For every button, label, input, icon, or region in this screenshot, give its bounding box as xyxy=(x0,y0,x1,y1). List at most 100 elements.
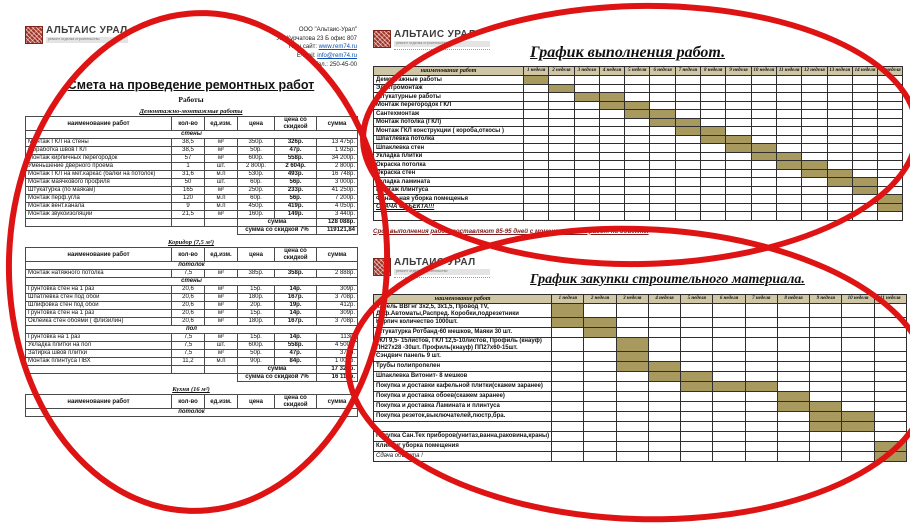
gantt-empty-cell xyxy=(801,194,828,204)
gantt-empty-cell xyxy=(522,109,550,119)
work-value-cell: 4 050р. xyxy=(316,202,358,212)
gantt-bar-cell xyxy=(877,194,904,204)
gantt-empty-cell xyxy=(873,303,908,318)
gantt-empty-cell xyxy=(598,126,626,136)
task-row: Покупка резеток,выключателей,люстр,бра. xyxy=(372,411,908,422)
gantt-empty-cell xyxy=(674,151,702,161)
week-header-cell: 3 неделя xyxy=(615,294,649,304)
gantt-empty-cell xyxy=(598,168,626,178)
gantt-empty-cell xyxy=(674,109,702,119)
gantt-empty-cell xyxy=(573,177,600,187)
gantt-empty-cell xyxy=(801,211,828,221)
task-row: Покупка и доставка Ламината и плинтуса xyxy=(372,401,908,412)
week-header-cell: 7 неделя xyxy=(744,294,778,304)
gantt-empty-cell xyxy=(700,177,727,187)
task-row: Шпатлёвка потолка xyxy=(373,134,904,144)
gantt-empty-cell xyxy=(551,391,585,402)
week-header-cell: 10 неделя xyxy=(841,294,875,304)
gantt-empty-cell xyxy=(615,381,649,392)
gantt-bar-cell xyxy=(680,381,714,392)
work-value-cell: м² xyxy=(204,349,238,359)
gantt-empty-cell xyxy=(776,361,811,372)
gantt-empty-cell xyxy=(725,151,752,161)
gantt-empty-cell xyxy=(841,337,875,352)
task-label-cell: Сдача объекта ! xyxy=(372,451,553,462)
gantt-empty-cell xyxy=(674,134,702,144)
gantt-empty-cell xyxy=(598,109,626,119)
gantt-empty-cell xyxy=(801,100,828,110)
empty-cell xyxy=(171,218,205,228)
gantt-empty-cell xyxy=(700,202,727,212)
brand-tagline: ремонт отделка строительство xyxy=(46,37,128,43)
gantt-empty-cell xyxy=(725,211,752,221)
column-header: ед.изм. xyxy=(204,394,238,410)
work-name-cell: Уменьшение дверного проема xyxy=(25,162,172,172)
work-value-cell: м² xyxy=(204,285,238,295)
gantt-empty-cell xyxy=(649,83,676,93)
gantt-bar-cell xyxy=(750,151,777,161)
gantt-empty-cell xyxy=(775,177,803,187)
email-link[interactable]: info@rem74.ru xyxy=(317,53,357,60)
empty-cell xyxy=(204,218,238,228)
task-row: Электромонтаж xyxy=(373,83,904,93)
gantt-empty-cell xyxy=(548,126,575,136)
work-value-cell: м² xyxy=(204,210,238,220)
schedule-footnote: Срок выполнения работ составляют 85-95 д… xyxy=(373,227,649,235)
week-header-cell: 6 неделя xyxy=(712,294,746,304)
gantt-empty-cell xyxy=(775,134,803,144)
task-row: Окраска потолка xyxy=(373,160,904,170)
week-header-cell: 11 неделя xyxy=(873,294,908,304)
task-label-cell: Сантехмонтаж xyxy=(373,109,524,119)
gantt-empty-cell xyxy=(851,202,879,212)
work-row: Укладка плитки на пол 7,5 шт. 600р. 558р. 4 5… xyxy=(25,341,358,351)
gantt-empty-cell xyxy=(851,117,879,127)
empty-cell xyxy=(25,218,172,228)
gantt-empty-cell xyxy=(674,160,702,170)
gantt-empty-cell xyxy=(775,185,803,195)
work-value-cell: 56р. xyxy=(274,178,317,188)
gantt-empty-cell xyxy=(877,177,904,187)
gantt-empty-cell xyxy=(573,100,600,110)
work-value-cell: м² xyxy=(204,146,238,156)
gantt-empty-cell xyxy=(750,202,777,212)
gantt-empty-cell xyxy=(674,185,702,195)
gantt-empty-cell xyxy=(801,185,828,195)
task-label-cell: Окраска стен xyxy=(373,168,524,178)
work-value-cell: 56р. xyxy=(274,194,317,204)
site-link[interactable]: www.rem74.ru xyxy=(318,44,357,51)
work-value-cell: 14р. xyxy=(274,285,317,295)
work-schedule-title: График выполнения работ. xyxy=(530,44,726,61)
week-header-cell: 15 неделя xyxy=(877,66,904,76)
work-value-cell: 16 748р. xyxy=(316,170,358,180)
gantt-empty-cell xyxy=(680,451,714,462)
gantt-empty-cell xyxy=(522,126,550,136)
gantt-empty-cell xyxy=(841,327,875,338)
total-value: 119121,84 xyxy=(316,226,358,236)
gantt-empty-cell xyxy=(809,303,843,318)
column-header: ед.изм. xyxy=(204,247,238,263)
gantt-empty-cell xyxy=(750,194,777,204)
work-value-cell: 375р. xyxy=(316,349,358,359)
week-header-cell: 11 неделя xyxy=(775,66,803,76)
gantt-empty-cell xyxy=(809,381,843,392)
gantt-empty-cell xyxy=(744,411,778,422)
column-header: цена со скидкой xyxy=(274,394,317,410)
gantt-empty-cell xyxy=(647,441,682,452)
estimate-table: наименование работ кол-во ед.изм. цена цена … xyxy=(25,247,358,383)
gantt-empty-cell xyxy=(801,202,828,212)
work-value-cell: 1 008р. xyxy=(316,357,358,367)
empty-cell xyxy=(204,365,238,375)
work-value-cell: 493р. xyxy=(274,170,317,180)
gantt-empty-cell xyxy=(851,126,879,136)
gantt-bar-cell xyxy=(744,381,778,392)
work-value-cell: 309р. xyxy=(316,309,358,319)
gantt-bar-cell xyxy=(647,371,682,382)
total-row: сумма со скидкой 7% 119121,84 xyxy=(26,226,358,236)
gantt-empty-cell xyxy=(744,327,778,338)
gantt-empty-cell xyxy=(851,75,879,85)
gantt-empty-cell xyxy=(551,371,585,382)
work-value-cell: 14р. xyxy=(274,309,317,319)
gantt-empty-cell xyxy=(750,100,777,110)
gantt-empty-cell xyxy=(744,421,778,432)
column-header: цена xyxy=(237,394,275,410)
